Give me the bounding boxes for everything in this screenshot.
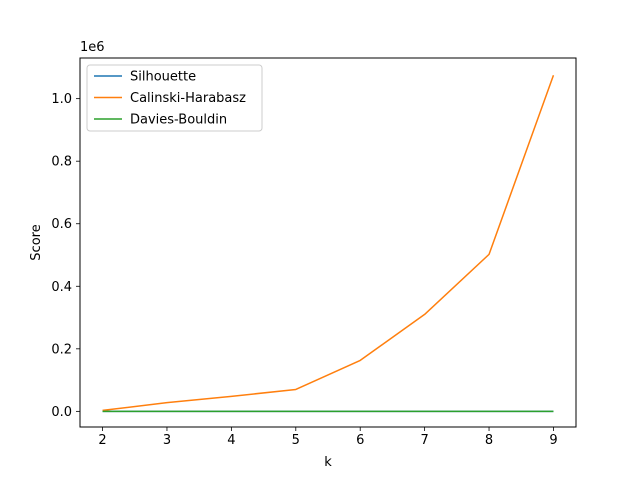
y-tick-label: 0.4 — [51, 280, 72, 295]
x-tick-label: 4 — [227, 433, 235, 448]
y-offset-label: 1e6 — [80, 40, 105, 55]
x-tick-label: 9 — [549, 433, 557, 448]
y-tick-label: 1.0 — [51, 92, 72, 107]
legend-box — [86, 64, 263, 132]
y-axis-label: Score — [29, 224, 44, 260]
x-tick-label: 8 — [485, 433, 493, 448]
y-tick-label: 0.6 — [51, 217, 72, 232]
legend-entry: Silhouette — [130, 70, 196, 85]
plot-area — [102, 74, 555, 413]
x-tick-label: 2 — [98, 433, 106, 448]
x-tick-label: 6 — [356, 433, 364, 448]
plot-frame — [79, 57, 577, 428]
series-line-calinski-harabasz — [102, 74, 555, 412]
legend: Silhouette Calinski-Harabasz Davies-Bouldi… — [86, 64, 263, 132]
y-tick-label: 0.8 — [51, 155, 72, 170]
legend-entry: Calinski-Harabasz — [130, 91, 246, 106]
y-tick-label: 0.0 — [51, 405, 72, 420]
x-axis: 2 3 4 5 6 7 8 9 — [98, 427, 558, 448]
x-axis-label: k — [324, 455, 332, 470]
x-tick-label: 5 — [292, 433, 300, 448]
x-tick-label: 7 — [420, 433, 428, 448]
y-tick-label: 0.2 — [51, 342, 72, 357]
legend-entry: Davies-Bouldin — [130, 113, 227, 128]
y-axis: 0.0 0.2 0.4 0.6 0.8 1.0 — [51, 92, 80, 420]
x-tick-label: 3 — [163, 433, 171, 448]
